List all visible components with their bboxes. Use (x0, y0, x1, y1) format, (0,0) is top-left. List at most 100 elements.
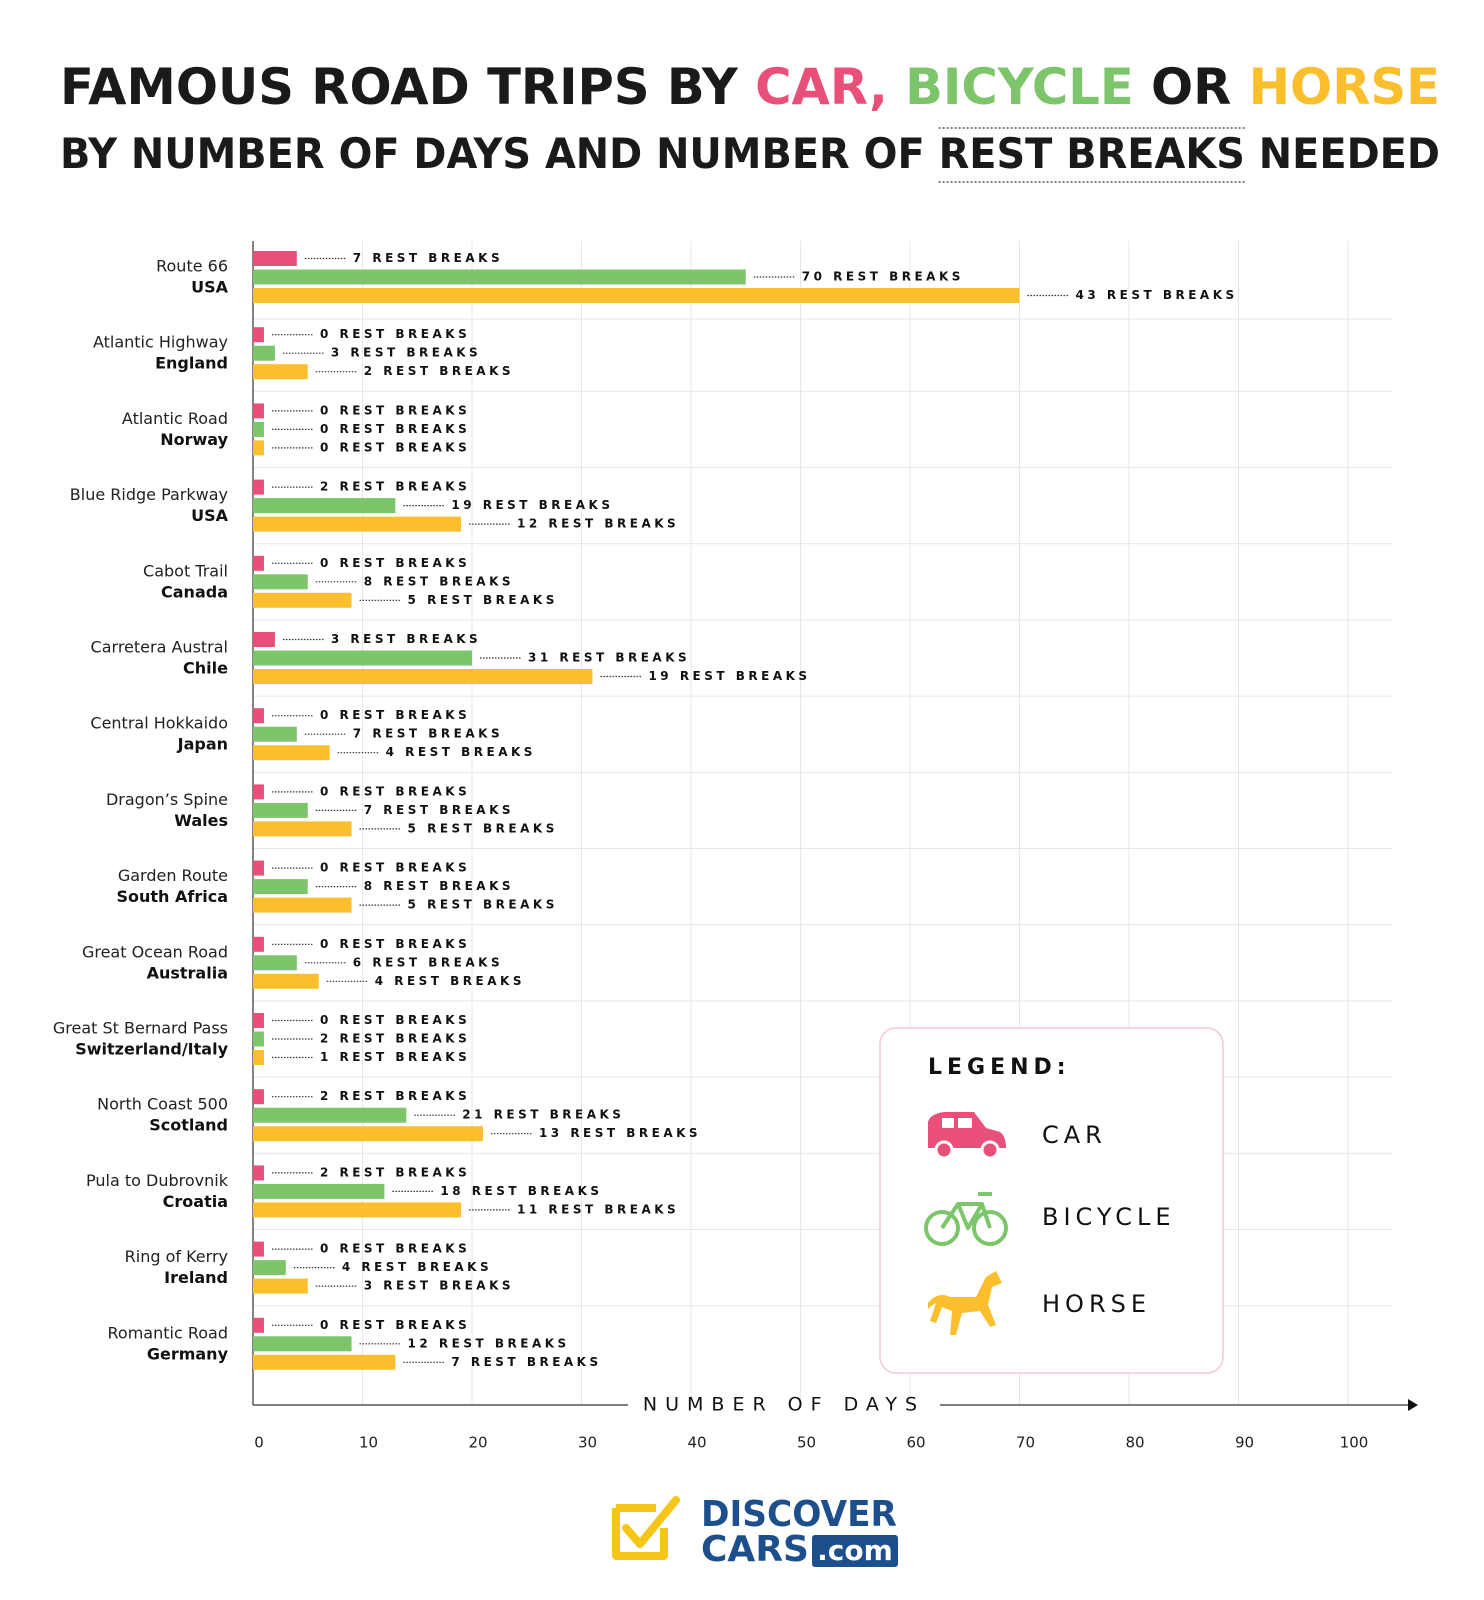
country-label: Wales (174, 811, 228, 830)
logo-text: CARS (701, 1529, 809, 1570)
rest-breaks-label: 0 REST BREAKS (320, 937, 470, 951)
bar (253, 708, 264, 724)
bar (253, 440, 264, 456)
rest-breaks-label: 0 REST BREAKS (320, 708, 470, 722)
bar (253, 1278, 308, 1294)
bar (253, 1241, 264, 1257)
logo-text: DISCOVER (701, 1494, 897, 1535)
subtitle-part: NEEDED (1245, 129, 1440, 178)
bar (253, 479, 264, 495)
rest-breaks-label: 13 REST BREAKS (539, 1126, 701, 1140)
title-part: HORSE (1249, 58, 1440, 116)
rest-breaks-label: 70 REST BREAKS (802, 270, 964, 284)
rest-breaks-label: 18 REST BREAKS (440, 1184, 602, 1198)
rest-breaks-label: 1 REST BREAKS (320, 1050, 470, 1064)
category-label: Central Hokkaido (90, 714, 228, 733)
x-tick-label: 90 (1235, 1434, 1254, 1452)
legend-label: HORSE (1042, 1290, 1151, 1318)
country-label: Scotland (149, 1116, 228, 1135)
logo-text: .com (817, 1534, 893, 1567)
category-label: North Coast 500 (97, 1095, 228, 1114)
car-wheel (934, 1140, 954, 1160)
rest-breaks-label: 3 REST BREAKS (331, 346, 481, 360)
bar (253, 1050, 264, 1065)
rest-breaks-label: 43 REST BREAKS (1076, 288, 1238, 302)
rest-breaks-label: 31 REST BREAKS (528, 651, 690, 665)
bar (253, 421, 264, 437)
bar (253, 1165, 264, 1181)
category-label: Romantic Road (108, 1323, 228, 1342)
rest-breaks-label: 21 REST BREAKS (462, 1108, 624, 1122)
bar (253, 1336, 352, 1352)
bar (253, 288, 1020, 303)
rest-breaks-label: 0 REST BREAKS (320, 861, 470, 875)
rest-breaks-label: 2 REST BREAKS (320, 480, 470, 494)
x-tick-label: 40 (687, 1434, 706, 1452)
rest-breaks-label: 0 REST BREAKS (320, 1242, 470, 1256)
country-label: Germany (147, 1344, 229, 1363)
x-tick-label: 70 (1016, 1434, 1035, 1452)
logo-com-box (812, 1535, 898, 1567)
rest-breaks-label: 8 REST BREAKS (364, 574, 514, 588)
category-label: Atlantic Highway (93, 333, 228, 352)
rest-breaks-label: 2 REST BREAKS (320, 1165, 470, 1179)
bar (253, 1202, 462, 1218)
rest-breaks-label: 2 REST BREAKS (320, 1089, 470, 1103)
bar (253, 1354, 396, 1370)
rest-breaks-label: 4 REST BREAKS (342, 1260, 492, 1274)
rest-breaks-label: 11 REST BREAKS (517, 1202, 679, 1216)
x-tick-label: 10 (359, 1434, 378, 1452)
bar (253, 555, 264, 571)
rest-breaks-label: 12 REST BREAKS (517, 517, 679, 531)
country-label: USA (191, 506, 229, 525)
x-axis-label: NUMBER OF DAYS (643, 1394, 925, 1416)
rest-breaks-label: 0 REST BREAKS (320, 327, 470, 341)
country-label: South Africa (116, 887, 228, 906)
bar (253, 726, 297, 742)
country-label: England (155, 354, 228, 373)
bar (253, 879, 308, 895)
country-label: Canada (161, 582, 228, 601)
category-label: Pula to Dubrovnik (86, 1171, 229, 1190)
category-label: Garden Route (118, 866, 228, 885)
rest-breaks-label: 7 REST BREAKS (353, 727, 503, 741)
subtitle-part: BY NUMBER OF DAYS AND NUMBER OF (60, 129, 939, 178)
bar (253, 592, 352, 608)
category-label: Atlantic Road (122, 409, 228, 428)
x-axis-arrow (1408, 1399, 1418, 1411)
bar (253, 632, 275, 647)
category-label: Ring of Kerry (125, 1247, 228, 1266)
bar (253, 669, 593, 684)
title-part: OR (1134, 58, 1249, 116)
rest-breaks-label: 0 REST BREAKS (320, 403, 470, 417)
country-label: Ireland (164, 1268, 228, 1287)
rest-breaks-label: 5 REST BREAKS (408, 898, 558, 912)
bar (253, 498, 396, 514)
rest-breaks-label: 0 REST BREAKS (320, 556, 470, 570)
rest-breaks-label: 2 REST BREAKS (320, 1032, 470, 1046)
bar (253, 784, 264, 800)
category-label: Carretera Austral (91, 638, 228, 657)
bar (253, 1317, 264, 1333)
title-part: FAMOUS ROAD TRIPS BY (60, 58, 755, 116)
rest-breaks-label: 8 REST BREAKS (364, 879, 514, 893)
bicycle-wheel (924, 1210, 960, 1246)
subtitle-part: REST BREAKS (939, 129, 1245, 178)
category-label: Cabot Trail (143, 561, 228, 580)
rest-breaks-label: 0 REST BREAKS (320, 1318, 470, 1332)
bar (253, 1089, 264, 1105)
legend-title: LEGEND: (928, 1055, 1071, 1080)
rest-breaks-label: 0 REST BREAKS (320, 784, 470, 798)
x-tick-label: 80 (1125, 1434, 1144, 1452)
title-part: CAR, (755, 58, 888, 116)
rest-breaks-label: 2 REST BREAKS (364, 364, 514, 378)
rest-breaks-label: 7 REST BREAKS (353, 251, 503, 265)
rest-breaks-label: 0 REST BREAKS (320, 1013, 470, 1027)
bar (253, 574, 308, 590)
bar (253, 269, 746, 285)
x-tick-label: 50 (797, 1434, 816, 1452)
bar (253, 1126, 483, 1142)
rest-breaks-label: 0 REST BREAKS (320, 440, 470, 454)
rest-breaks-label: 5 REST BREAKS (408, 821, 558, 835)
